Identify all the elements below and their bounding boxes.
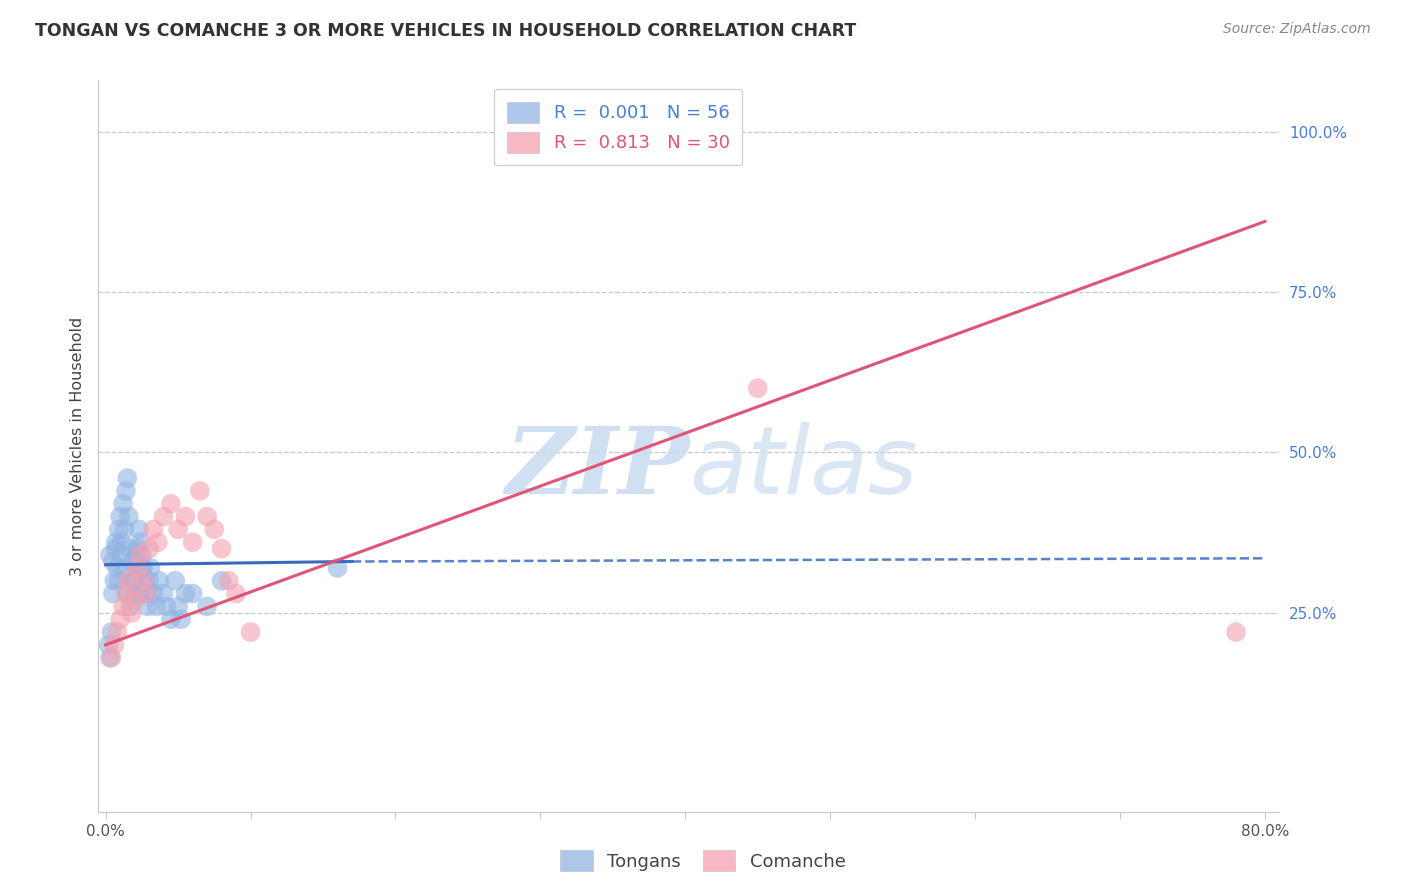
Point: [136, 599, 159, 614]
Point: [160, 612, 183, 626]
Point: [104, 535, 127, 549]
Legend: Tongans, Comanche: Tongans, Comanche: [553, 843, 853, 879]
Point: [100, 650, 122, 665]
Point: [167, 599, 190, 614]
Point: [138, 574, 160, 588]
Point: [107, 574, 129, 588]
Point: [124, 586, 146, 600]
Point: [128, 523, 150, 537]
Point: [114, 523, 136, 537]
Point: [128, 586, 150, 600]
Point: [174, 509, 197, 524]
Point: [225, 586, 247, 600]
Point: [118, 574, 141, 588]
Point: [145, 599, 167, 614]
Point: [131, 561, 153, 575]
Point: [132, 574, 155, 588]
Point: [104, 541, 127, 556]
Point: [108, 612, 131, 626]
Point: [121, 554, 143, 568]
Point: [112, 599, 135, 614]
Point: [160, 497, 183, 511]
Point: [211, 541, 233, 556]
Text: TONGAN VS COMANCHE 3 OR MORE VEHICLES IN HOUSEHOLD CORRELATION CHART: TONGAN VS COMANCHE 3 OR MORE VEHICLES IN…: [35, 22, 856, 40]
Point: [105, 561, 128, 575]
Point: [124, 593, 146, 607]
Point: [122, 574, 145, 588]
Point: [125, 548, 148, 562]
Point: [107, 523, 129, 537]
Point: [115, 483, 138, 498]
Point: [167, 523, 190, 537]
Point: [129, 548, 152, 562]
Point: [131, 548, 153, 562]
Point: [181, 535, 204, 549]
Point: [115, 586, 138, 600]
Point: [98, 650, 121, 665]
Point: [195, 599, 218, 614]
Point: [152, 509, 174, 524]
Point: [108, 509, 131, 524]
Point: [110, 535, 132, 549]
Point: [155, 599, 177, 614]
Point: [114, 561, 136, 575]
Point: [239, 625, 262, 640]
Point: [103, 574, 125, 588]
Point: [326, 561, 349, 575]
Point: [174, 586, 197, 600]
Point: [138, 541, 160, 556]
Point: [218, 574, 240, 588]
Point: [747, 381, 769, 395]
Text: ZIP: ZIP: [505, 423, 689, 513]
Point: [105, 625, 128, 640]
Point: [120, 599, 142, 614]
Text: Source: ZipAtlas.com: Source: ZipAtlas.com: [1223, 22, 1371, 37]
Point: [127, 541, 149, 556]
Point: [202, 523, 225, 537]
Point: [117, 471, 139, 485]
Point: [170, 612, 193, 626]
Point: [101, 586, 124, 600]
Point: [134, 574, 156, 588]
Point: [112, 497, 135, 511]
Point: [139, 561, 162, 575]
Point: [103, 638, 125, 652]
Point: [120, 541, 142, 556]
Point: [118, 509, 141, 524]
Point: [181, 586, 204, 600]
Point: [188, 483, 211, 498]
Point: [148, 574, 170, 588]
Point: [97, 638, 120, 652]
Point: [146, 535, 169, 549]
Point: [100, 625, 122, 640]
Point: [122, 574, 145, 588]
Point: [165, 574, 187, 588]
Point: [142, 586, 165, 600]
Point: [1225, 625, 1247, 640]
Point: [117, 586, 139, 600]
Point: [125, 561, 148, 575]
Point: [211, 574, 233, 588]
Y-axis label: 3 or more Vehicles in Household: 3 or more Vehicles in Household: [69, 317, 84, 575]
Point: [135, 586, 157, 600]
Legend: R =  0.001   N = 56, R =  0.813   N = 30: R = 0.001 N = 56, R = 0.813 N = 30: [494, 89, 742, 165]
Point: [121, 606, 143, 620]
Point: [129, 535, 152, 549]
Point: [142, 523, 165, 537]
Point: [132, 561, 155, 575]
Point: [110, 548, 132, 562]
Point: [101, 554, 124, 568]
Point: [98, 548, 121, 562]
Text: atlas: atlas: [689, 423, 917, 514]
Point: [195, 509, 218, 524]
Point: [135, 586, 157, 600]
Point: [127, 561, 149, 575]
Point: [152, 586, 174, 600]
